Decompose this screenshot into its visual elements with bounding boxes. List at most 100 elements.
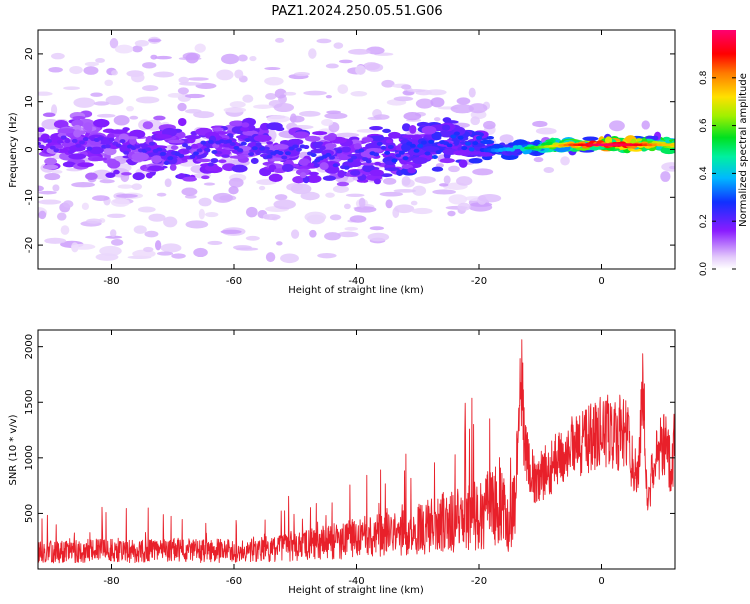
spectrogram-cell <box>309 229 317 238</box>
spectrogram-cell <box>366 46 385 55</box>
spectrogram-cell <box>123 150 130 155</box>
spectrogram-cell <box>93 118 110 128</box>
spectrogram-cell <box>384 150 391 155</box>
spectrogram-cell <box>304 211 327 223</box>
spectrogram-cell <box>83 66 99 75</box>
spectrogram-cell <box>499 134 514 144</box>
spectrogram-cell <box>40 133 50 141</box>
colorbar: 0.0 0.2 0.4 0.6 0.8 Normalized spectral ampl… <box>699 30 749 276</box>
spectrogram-cell <box>385 139 394 144</box>
spectrogram-cell <box>109 129 128 134</box>
spectrogram-cell <box>109 38 119 49</box>
spectrogram-cell <box>113 169 120 175</box>
spectrogram-cell <box>236 135 249 139</box>
spectrogram-cell <box>48 67 63 73</box>
spectrogram-cell <box>68 153 87 160</box>
y-tick-label: 10 <box>24 95 35 108</box>
spectrogram-cell <box>240 141 247 146</box>
spectrogram-cell <box>38 91 53 96</box>
spectrogram-cell <box>71 138 78 143</box>
spectrogram-cell <box>221 154 230 158</box>
spectrogram-cell <box>57 139 64 144</box>
spectrogram-cell <box>229 101 246 108</box>
spectrogram-cell <box>292 131 310 139</box>
spectrogram-cell <box>609 120 625 132</box>
spectrogram-cell <box>145 147 152 152</box>
spectrogram-cell <box>114 44 134 54</box>
spectrogram-cell <box>167 156 174 161</box>
spectrogram-cell <box>266 154 273 159</box>
spectrogram-cell <box>177 117 187 127</box>
spectrogram-cell <box>92 195 110 202</box>
spectrogram-cell <box>184 194 197 199</box>
spectrogram-cell <box>154 240 162 251</box>
spectrogram-cell <box>104 79 114 87</box>
spectrogram-cell <box>286 183 304 192</box>
spectrogram-cell <box>248 152 255 157</box>
spectrogram-cell <box>432 189 457 195</box>
spectrogram-cell <box>456 97 471 105</box>
spectrogram-cell <box>211 149 218 154</box>
spectrogram-cell <box>178 76 190 84</box>
spectrogram-cell <box>373 161 382 166</box>
spectrogram-cell <box>187 77 209 81</box>
spectrogram-cell <box>154 55 172 60</box>
spectrogram-cell <box>458 159 468 168</box>
spectrogram-cell <box>182 149 190 154</box>
spectrogram-cell <box>274 88 287 99</box>
spectrogram-cell <box>264 67 281 71</box>
x-tick-label: -20 <box>471 576 487 587</box>
y-tick-label: -20 <box>24 237 35 253</box>
spectrogram-cell <box>113 115 130 126</box>
spectrogram-cell <box>177 102 187 112</box>
spectrogram-cell <box>77 162 94 168</box>
spectrogram-cell <box>61 142 76 147</box>
spectrogram-cell <box>464 141 471 146</box>
spectrogram-cell <box>402 156 409 161</box>
spectrogram-cell <box>121 172 132 176</box>
spectrogram-cell <box>461 146 468 151</box>
colorbar-tick-label: 0.8 <box>699 70 709 85</box>
spectrogram-cell <box>470 116 481 126</box>
spectrogram-cell <box>258 185 266 191</box>
spectrogram-cell <box>69 144 86 152</box>
spectrogram-cell <box>457 135 464 140</box>
spectrogram-cell <box>351 155 358 160</box>
spectrogram-cell <box>51 104 58 116</box>
spectrogram-cell <box>418 176 432 184</box>
x-tick-label: 0 <box>598 276 604 287</box>
colorbar-gradient <box>712 30 736 269</box>
spectrogram-cell <box>388 131 401 139</box>
spectrogram-cell <box>412 156 428 165</box>
spectrogram-cell <box>93 101 110 106</box>
spectrogram-cell <box>244 138 251 143</box>
colorbar-tick-label: 0.6 <box>699 118 709 133</box>
spectrogram-cell <box>317 253 337 259</box>
spectrogram-y-axis: -20 -10 0 10 20 <box>24 48 675 253</box>
spectrogram-cell <box>468 158 483 164</box>
y-tick-label: 20 <box>24 48 35 61</box>
snr-panel: -80 -60 -40 -20 0 500 1000 1500 2000 Height of … <box>8 329 676 596</box>
spectrogram-cell <box>359 162 375 166</box>
spectrogram-cell <box>111 238 124 246</box>
spectrogram-cell <box>142 85 159 92</box>
spectrogram-cell <box>435 163 444 168</box>
spectrogram-cell <box>456 176 473 186</box>
spectrogram-cell <box>146 167 165 171</box>
spectrogram-cell <box>64 139 71 144</box>
spectrogram-cell <box>533 156 544 163</box>
spectrogram-panel: -80 -60 -40 -20 0 -20 -10 0 10 20 Height of stra… <box>8 29 676 296</box>
spectrogram-cell <box>259 167 272 177</box>
spectrogram-cell <box>58 128 76 134</box>
spectrogram-cell <box>365 142 381 150</box>
spectrogram-cell <box>44 173 61 181</box>
spectrogram-cell <box>406 161 416 165</box>
spectrogram-cell <box>439 158 455 164</box>
spectrogram-cell <box>229 155 247 159</box>
spectrogram-cell <box>169 163 177 171</box>
spectrogram-cell <box>42 164 59 170</box>
spectrogram-cell <box>298 158 311 166</box>
spectrogram-cell <box>338 59 353 64</box>
spectrogram-cell <box>283 91 297 96</box>
